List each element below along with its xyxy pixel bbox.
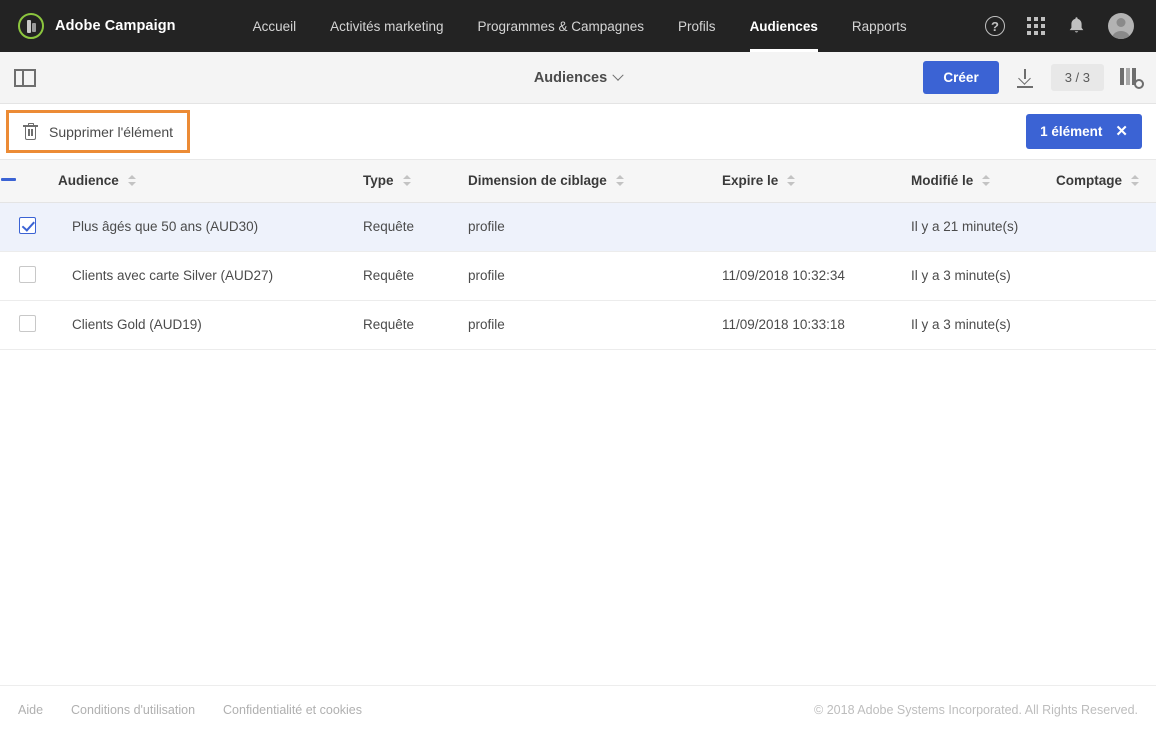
delete-item-label: Supprimer l'élément: [49, 123, 174, 140]
row-checkbox-cell: [0, 251, 58, 301]
row-checkbox[interactable]: [19, 314, 36, 332]
column-header-audience[interactable]: Audience: [58, 160, 363, 203]
column-header-count[interactable]: Comptage: [1056, 160, 1156, 203]
adobe-campaign-logo-icon: [18, 13, 44, 39]
column-label-dimension: Dimension de ciblage: [468, 173, 607, 189]
nav-item-profils[interactable]: Profils: [678, 18, 716, 34]
cell-count: [1056, 251, 1156, 301]
sort-icon-dimension[interactable]: [615, 174, 625, 187]
delete-item-button[interactable]: Supprimer l'élément: [6, 110, 191, 153]
footer-link-conditions[interactable]: Conditions d'utilisation: [71, 702, 196, 717]
table-header: Audience Type Dimension de ciblage Expir…: [0, 160, 1156, 203]
app-grid-icon[interactable]: [1027, 17, 1045, 35]
sort-icon-modified[interactable]: [982, 174, 991, 187]
create-button[interactable]: Créer: [923, 61, 999, 94]
select-all-checkbox[interactable]: [0, 171, 17, 188]
sub-header-actions: Créer 3 / 3: [923, 61, 1144, 94]
cell-dimension: profile: [468, 300, 722, 350]
audiences-table: Audience Type Dimension de ciblage Expir…: [0, 160, 1156, 350]
column-header-type[interactable]: Type: [363, 160, 468, 203]
cell-audience: Clients Gold (AUD19): [58, 300, 363, 350]
cell-audience: Plus âgés que 50 ans (AUD30): [58, 202, 363, 252]
table-row[interactable]: Clients avec carte Silver (AUD27) Requêt…: [0, 251, 1156, 301]
table-body: Plus âgés que 50 ans (AUD30) Requête pro…: [0, 202, 1156, 350]
copyright-text: © 2018 Adobe Systems Incorporated. All R…: [814, 702, 1138, 717]
cell-dimension: profile: [468, 251, 722, 301]
footer-link-confidentialite[interactable]: Confidentialité et cookies: [223, 702, 363, 717]
cell-expires: 11/09/2018 10:33:18: [722, 300, 911, 350]
sort-icon-type[interactable]: [402, 174, 412, 187]
brand[interactable]: Adobe Campaign: [14, 13, 176, 39]
footer-link-aide[interactable]: Aide: [18, 702, 44, 717]
sidebar-toggle-icon[interactable]: [14, 68, 36, 87]
footer-links: Aide Conditions d'utilisation Confidenti…: [18, 703, 362, 717]
notifications-bell-icon[interactable]: [1067, 16, 1086, 36]
column-settings-icon[interactable]: [1120, 67, 1144, 89]
nav-item-programmes-campagnes[interactable]: Programmes & Campagnes: [477, 18, 645, 34]
cell-count: [1056, 300, 1156, 350]
cell-modified: Il y a 3 minute(s): [911, 300, 1056, 350]
nav-item-rapports[interactable]: Rapports: [851, 18, 907, 34]
column-label-count: Comptage: [1056, 173, 1123, 189]
column-header-modified[interactable]: Modifié le: [911, 160, 1056, 203]
close-icon[interactable]: ✕: [1115, 123, 1128, 140]
column-label-modified: Modifié le: [911, 173, 974, 189]
column-label-type: Type: [363, 173, 394, 189]
page-title: Audiences: [0, 69, 1156, 86]
download-icon[interactable]: [1015, 68, 1035, 88]
column-label-expires: Expire le: [722, 173, 779, 189]
main-nav: Accueil Activités marketing Programmes &…: [236, 0, 924, 52]
sort-icon-audience[interactable]: [127, 174, 137, 187]
selection-action-bar: Supprimer l'élément 1 élément ✕: [0, 104, 1156, 160]
cell-type: Requête: [363, 202, 468, 252]
nav-item-audiences[interactable]: Audiences: [733, 0, 835, 52]
selection-count-label: 1 élément: [1040, 124, 1103, 139]
help-glyph: ?: [985, 16, 1005, 36]
brand-name: Adobe Campaign: [55, 18, 176, 34]
cell-modified: Il y a 21 minute(s): [911, 202, 1056, 252]
cell-count: [1056, 202, 1156, 252]
row-checkbox[interactable]: [19, 265, 36, 283]
sort-icon-expires[interactable]: [787, 174, 796, 187]
cell-expires: [722, 202, 911, 252]
table-row[interactable]: Plus âgés que 50 ans (AUD30) Requête pro…: [0, 202, 1156, 252]
cell-type: Requête: [363, 300, 468, 350]
sub-header-toolbar: Audiences Créer 3 / 3: [0, 52, 1156, 104]
page-footer: Aide Conditions d'utilisation Confidenti…: [0, 685, 1156, 733]
column-header-dimension[interactable]: Dimension de ciblage: [468, 160, 722, 203]
column-label-audience: Audience: [58, 173, 119, 189]
table-header-row: Audience Type Dimension de ciblage Expir…: [0, 160, 1156, 203]
column-header-expires[interactable]: Expire le: [722, 160, 911, 203]
cell-modified: Il y a 3 minute(s): [911, 251, 1056, 301]
cell-expires: 11/09/2018 10:32:34: [722, 251, 911, 301]
row-checkbox[interactable]: [19, 216, 36, 234]
audiences-table-container: Audience Type Dimension de ciblage Expir…: [0, 160, 1156, 491]
help-icon[interactable]: ?: [985, 16, 1005, 36]
row-checkbox-cell: [0, 300, 58, 350]
chevron-down-icon[interactable]: [612, 69, 624, 81]
nav-item-activites-marketing[interactable]: Activités marketing: [330, 18, 444, 34]
trash-icon: [23, 123, 38, 140]
cell-type: Requête: [363, 251, 468, 301]
cell-dimension: profile: [468, 202, 722, 252]
record-count-badge: 3 / 3: [1050, 64, 1104, 91]
top-nav-actions: ?: [985, 13, 1142, 39]
user-avatar[interactable]: [1108, 13, 1134, 39]
selection-count-badge[interactable]: 1 élément ✕: [1026, 114, 1142, 149]
top-navigation-bar: Adobe Campaign Accueil Activités marketi…: [0, 0, 1156, 52]
sort-icon-count[interactable]: [1131, 174, 1140, 187]
avatar: [1108, 13, 1134, 39]
select-all-header: [0, 160, 58, 203]
cell-audience: Clients avec carte Silver (AUD27): [58, 251, 363, 301]
row-checkbox-cell: [0, 202, 58, 252]
page-title-label[interactable]: Audiences: [533, 69, 608, 86]
table-row[interactable]: Clients Gold (AUD19) Requête profile 11/…: [0, 300, 1156, 350]
nav-item-accueil[interactable]: Accueil: [252, 18, 297, 34]
